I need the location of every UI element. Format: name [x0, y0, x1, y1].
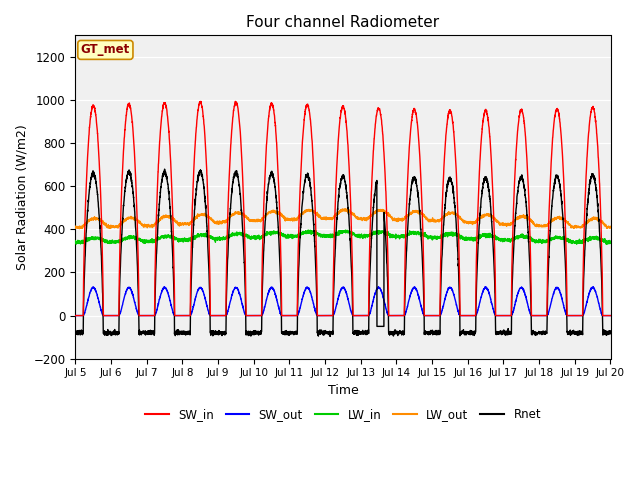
LW_out — [323, 215, 331, 221]
Legend: SW_in, SW_out, LW_in, LW_out, Rnet: SW_in, SW_out, LW_in, LW_out, Rnet — [140, 403, 546, 426]
Rnet — [433, 331, 441, 337]
Text: GT_met: GT_met — [81, 43, 130, 57]
LW_in — [305, 227, 312, 233]
LW_in — [433, 236, 441, 241]
Line: Rnet: Rnet — [76, 169, 611, 336]
LW_in — [323, 233, 331, 239]
Rnet — [168, 232, 175, 238]
LW_out — [433, 218, 441, 224]
Rnet — [463, 330, 471, 336]
SW_in — [72, 312, 79, 318]
LW_out — [168, 215, 175, 220]
Rnet — [607, 329, 614, 335]
LW_in — [463, 236, 471, 241]
SW_out — [323, 312, 331, 318]
SW_out — [72, 312, 79, 318]
Line: LW_out: LW_out — [76, 209, 611, 228]
SW_in — [606, 312, 614, 318]
Title: Four channel Radiometer: Four channel Radiometer — [246, 15, 440, 30]
SW_out — [374, 284, 382, 290]
Rnet — [606, 328, 614, 334]
Rnet — [72, 330, 79, 336]
SW_out — [607, 312, 614, 318]
LW_in — [493, 235, 501, 241]
SW_out — [463, 312, 470, 318]
LW_in — [606, 240, 614, 246]
SW_in — [463, 312, 470, 318]
Line: LW_in: LW_in — [76, 230, 611, 244]
SW_in — [493, 312, 501, 318]
LW_out — [607, 225, 614, 230]
Line: SW_in: SW_in — [76, 101, 611, 315]
SW_out — [493, 312, 501, 318]
SW_in — [197, 98, 205, 104]
LW_in — [72, 238, 79, 244]
LW_out — [463, 219, 471, 225]
LW_in — [72, 241, 80, 247]
SW_out — [606, 312, 614, 318]
SW_out — [168, 304, 175, 310]
LW_out — [76, 226, 83, 231]
Y-axis label: Solar Radiation (W/m2): Solar Radiation (W/m2) — [15, 124, 28, 270]
LW_out — [72, 224, 79, 229]
Rnet — [161, 166, 168, 172]
LW_out — [606, 225, 614, 230]
SW_in — [168, 180, 175, 186]
SW_in — [323, 312, 331, 318]
LW_out — [493, 217, 501, 223]
SW_in — [607, 312, 614, 318]
Line: SW_out: SW_out — [76, 287, 611, 315]
Rnet — [323, 331, 331, 336]
SW_out — [433, 312, 441, 318]
LW_in — [168, 234, 175, 240]
SW_in — [433, 312, 441, 318]
LW_out — [341, 206, 349, 212]
Rnet — [326, 334, 334, 339]
X-axis label: Time: Time — [328, 384, 358, 397]
LW_in — [607, 240, 614, 246]
Rnet — [493, 331, 501, 337]
